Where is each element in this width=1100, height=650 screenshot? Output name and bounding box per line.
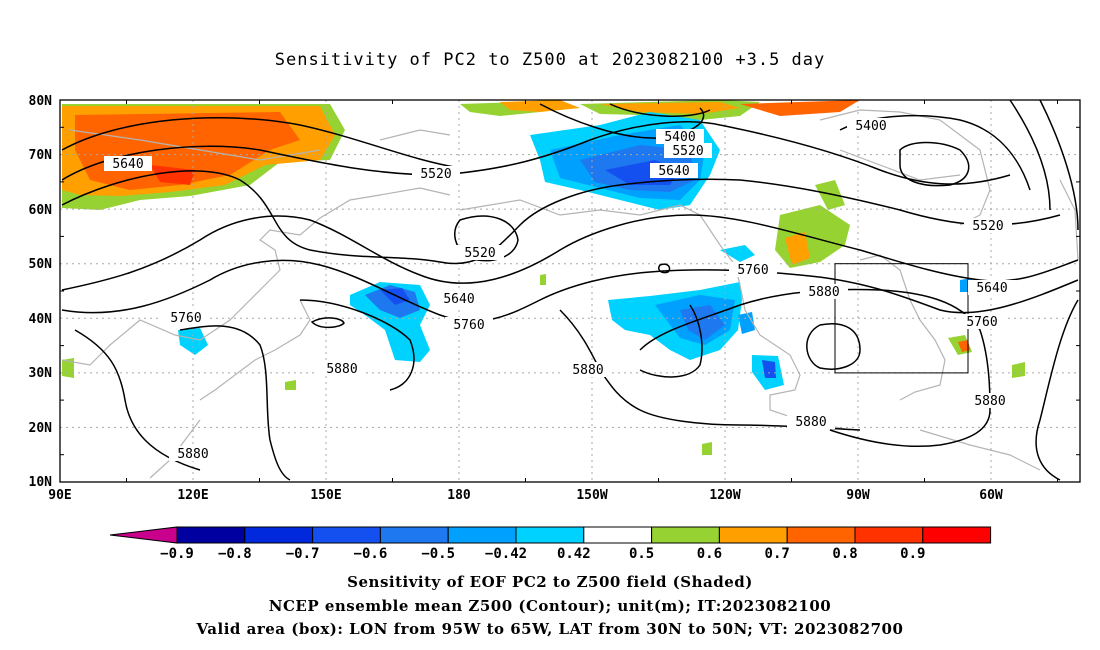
contour-label: 5880 <box>808 285 839 300</box>
contour-label: 5880 <box>177 447 208 462</box>
contour-labels: 5640 5520 5400 5520 5640 5520 5520 5640 … <box>104 118 1016 462</box>
colorbar-label: −0.8 <box>218 546 252 562</box>
contour-label: 5520 <box>972 219 1003 234</box>
contour-label: 5640 <box>976 281 1007 296</box>
lat-label: 40N <box>29 312 53 327</box>
colorbar-cell <box>583 526 653 544</box>
colorbar-label: −0.9 <box>160 546 194 562</box>
lat-label: 60N <box>29 203 53 218</box>
lon-label: 90W <box>846 488 870 503</box>
contour-label: 5880 <box>974 394 1005 409</box>
chart-title: Sensitivity of PC2 to Z500 at 2023082100… <box>274 50 826 70</box>
colorbar-cell <box>854 526 924 544</box>
colorbar-cell <box>244 526 314 544</box>
contour-label: 5520 <box>672 144 703 159</box>
lat-labels: 80N 70N 60N 50N 40N 30N 20N 10N <box>29 94 53 490</box>
colorbar-cell <box>312 526 381 544</box>
contour-label: 5760 <box>170 311 201 326</box>
lon-labels: 90E 120E 150E 180 150W 120W 90W 60W <box>48 488 1003 503</box>
colorbar-label: −0.7 <box>286 546 320 562</box>
colorbar-label: −0.6 <box>354 546 388 562</box>
colorbar-cell <box>922 526 992 544</box>
colorbar-label: 0.6 <box>697 546 722 562</box>
colorbar-label: 0.7 <box>765 546 790 562</box>
lon-label: 150W <box>576 488 607 503</box>
colorbar-label: 0.8 <box>832 546 857 562</box>
footer-line-3: Valid area (box): LON from 95W to 65W, L… <box>196 620 904 638</box>
colorbar-under-triangle <box>109 526 178 544</box>
footer-line-1: Sensitivity of EOF PC2 to Z500 field (Sh… <box>347 573 753 591</box>
lon-label: 120E <box>177 488 208 503</box>
contour-label: 5520 <box>464 246 495 261</box>
lat-label: 50N <box>29 257 53 272</box>
colorbar-label: −0.42 <box>485 546 527 562</box>
contour-label: 5880 <box>572 363 603 378</box>
lat-label: 10N <box>29 475 53 490</box>
colorbar-cell <box>651 526 720 544</box>
lat-label: 30N <box>29 366 53 381</box>
contour-label: 5760 <box>453 318 484 333</box>
contour-label: 5760 <box>737 263 768 278</box>
lat-label: 70N <box>29 148 53 163</box>
coastlines <box>61 109 1079 479</box>
lat-label: 80N <box>29 94 53 109</box>
contour-label: 5400 <box>855 119 886 134</box>
colorbar-cell <box>515 526 585 544</box>
footer-line-2: NCEP ensemble mean Z500 (Contour); unit(… <box>268 597 832 615</box>
lon-label: 60W <box>979 488 1003 503</box>
colorbar-label: 0.5 <box>629 546 654 562</box>
contour-label: 5400 <box>664 130 695 145</box>
contour-label: 5640 <box>112 157 143 172</box>
contour-label: 5520 <box>420 167 451 182</box>
axis-ticks <box>60 100 1080 482</box>
lon-label: 120W <box>709 488 740 503</box>
colorbar-cell <box>786 526 856 544</box>
lon-label: 150E <box>310 488 341 503</box>
colorbar-label: 0.42 <box>557 546 591 562</box>
colorbar-label: 0.9 <box>900 546 925 562</box>
colorbar-cell <box>718 526 788 544</box>
map-panel: 5640 5520 5400 5520 5640 5520 5520 5640 … <box>59 99 1081 483</box>
colorbar: −0.9 −0.8 −0.7 −0.6 −0.5 −0.42 0.42 0.5 0.6 0.7 0.… <box>109 526 992 562</box>
contour-label: 5880 <box>326 362 357 377</box>
contour-label: 5640 <box>443 292 474 307</box>
colorbar-cell <box>447 526 517 544</box>
contour-label: 5760 <box>966 315 997 330</box>
colorbar-cell <box>379 526 449 544</box>
z500-contours <box>61 99 1079 481</box>
contour-label: 5640 <box>658 164 689 179</box>
lon-label: 180 <box>447 488 471 503</box>
sensitivity-shading <box>62 100 1025 455</box>
colorbar-label: −0.5 <box>421 546 455 562</box>
lon-label: 90E <box>48 488 71 503</box>
lat-label: 20N <box>29 421 53 436</box>
contour-label: 5880 <box>795 415 826 430</box>
colorbar-cell <box>176 526 246 544</box>
